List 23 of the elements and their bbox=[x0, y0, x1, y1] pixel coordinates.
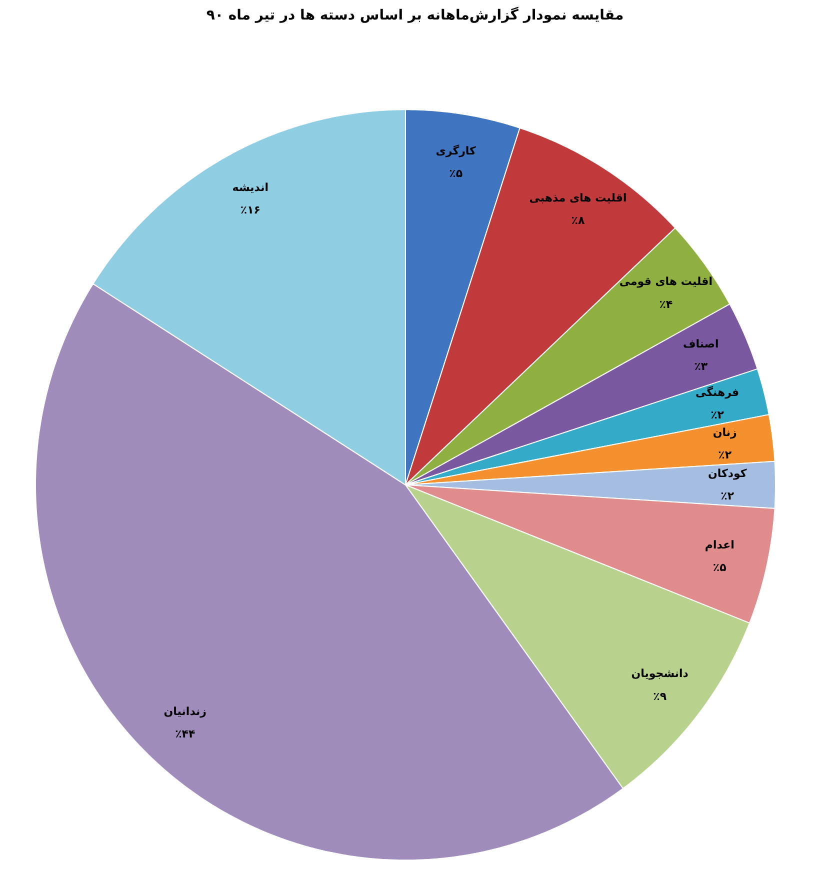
slice-label: اصناف bbox=[683, 337, 719, 350]
slice-label: کودکان bbox=[708, 467, 748, 480]
data-label: ٪۳ bbox=[694, 360, 708, 373]
data-label: ٪۴ bbox=[659, 298, 673, 311]
data-label: ٪۱۶ bbox=[240, 204, 261, 217]
slice-label: اندیشه bbox=[232, 181, 269, 194]
data-label: ٪۸ bbox=[571, 214, 585, 227]
slice-label: زنان bbox=[712, 426, 737, 440]
data-label: ٪۵ bbox=[712, 560, 727, 574]
slice-label: کارگری bbox=[436, 144, 477, 158]
data-label: ٪۵ bbox=[449, 167, 463, 180]
slice-label: زندانیان bbox=[164, 705, 207, 718]
data-label: ٪۲ bbox=[720, 490, 734, 503]
slice-label: اقلیت های مذهبی bbox=[529, 191, 627, 204]
slice-label: اقلیت های قومی bbox=[619, 275, 712, 288]
slice-label: فرهنگی bbox=[695, 386, 740, 399]
slice-label: دانشجویان bbox=[631, 667, 689, 680]
data-label: ٪۴۴ bbox=[175, 728, 196, 741]
data-label: ٪۲ bbox=[710, 408, 724, 422]
data-label: ٪۲ bbox=[718, 448, 732, 462]
slice-label: اعدام bbox=[704, 538, 734, 552]
chart-title: مقایسه نمودار گزارش‌ماهانه بر اساس دسته ها در تیر ماه ۹۰ bbox=[206, 6, 624, 24]
data-label: ٪۹ bbox=[653, 690, 667, 703]
